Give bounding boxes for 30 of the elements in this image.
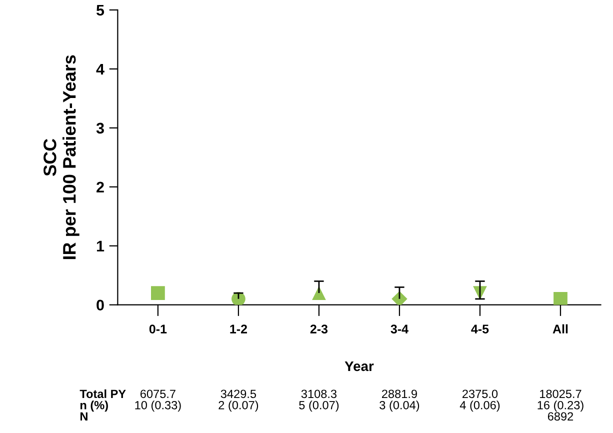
- text: N: [80, 412, 88, 420]
- text: Total PY: [80, 389, 126, 398]
- text: 6892: [548, 412, 574, 421]
- text: 18025.7: [540, 390, 582, 398]
- y-tick-label: 0: [96, 300, 104, 311]
- y-tick-label: 4: [96, 64, 104, 74]
- text: 5 (0.07): [299, 400, 339, 412]
- x-tick-label: 2-3: [310, 324, 328, 334]
- text: 2375.0: [462, 390, 498, 398]
- text: 3 (0.04): [380, 400, 420, 412]
- y-tick-label: 1: [96, 240, 104, 252]
- x-tick-label: All: [552, 324, 568, 334]
- y-tick-label: 2: [96, 182, 104, 192]
- x-tick-label: 3-4: [390, 324, 408, 334]
- y-axis-title: SCC IR per 100 Patient-Years: [44, 55, 80, 260]
- text: n (%): [80, 400, 108, 412]
- text: 2 (0.07): [218, 400, 258, 412]
- x-tick-label: 4-5: [471, 324, 489, 334]
- text: 4 (0.06): [460, 400, 500, 412]
- x-tick-label: 0-1: [149, 324, 167, 334]
- text: 6075.7: [140, 390, 176, 398]
- y-tick-label: 3: [96, 122, 104, 134]
- text: 16 (0.23): [538, 400, 584, 412]
- x-tick-label: 1-2: [230, 324, 247, 334]
- x-axis-title: Year: [344, 361, 374, 372]
- y-tick-label: 5: [96, 4, 104, 16]
- text: 3429.5: [220, 390, 256, 398]
- text: 3108.3: [301, 390, 336, 398]
- text: 10 (0.33): [135, 400, 181, 412]
- text: 2881.9: [382, 390, 417, 398]
